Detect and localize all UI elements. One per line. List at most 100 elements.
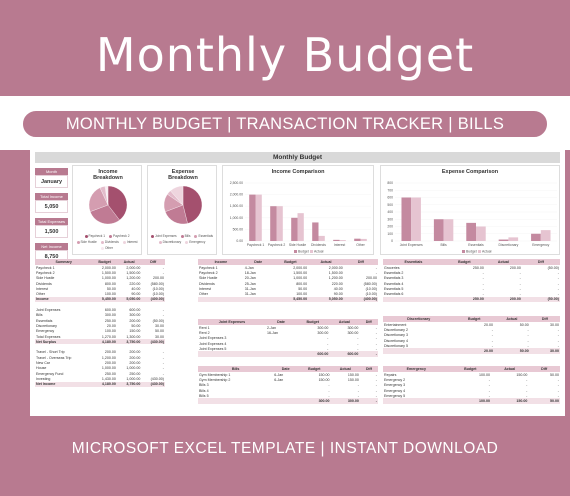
table-cell[interactable]: 2,000.00 — [328, 265, 343, 270]
table-cell[interactable]: 150.00 — [318, 377, 330, 382]
table-cell[interactable]: Joint Expenses 5 — [199, 346, 227, 351]
table-cell[interactable]: (50.00) — [521, 296, 560, 303]
table-cell[interactable]: New Car — [36, 360, 50, 365]
table-cell[interactable]: 1,200.00 — [328, 276, 343, 281]
table-cell[interactable]: - — [519, 292, 521, 297]
table-cell[interactable]: - — [526, 377, 528, 382]
table-cell[interactable]: 30.00 — [529, 348, 560, 354]
table-cell[interactable]: Emergency 3 — [384, 383, 406, 388]
table-cell[interactable]: 300.00 — [347, 325, 359, 330]
table-cell[interactable] — [383, 398, 450, 404]
table-cell[interactable]: - — [527, 343, 529, 348]
table-cell[interactable]: - — [482, 276, 484, 281]
table-cell[interactable]: Side Hustle — [199, 276, 218, 281]
table-cell[interactable]: Paycheck 2 — [199, 270, 218, 275]
table-cell[interactable]: Bills — [36, 313, 43, 318]
table-cell[interactable]: 1,430.00 — [101, 376, 116, 381]
table-cell[interactable]: 300.00 — [347, 330, 359, 335]
table-cell[interactable]: Essentials 5 — [384, 286, 404, 291]
table-cell[interactable]: - — [162, 350, 164, 355]
table-cell[interactable]: Joint Expenses 3 — [199, 336, 227, 341]
table-cell[interactable]: - — [482, 281, 484, 286]
table-cell[interactable]: - — [375, 372, 377, 377]
table-cell[interactable]: Total Expenses — [36, 334, 61, 339]
table-cell[interactable]: Bills 5 — [199, 393, 209, 398]
table-cell[interactable]: 1,500.00 — [126, 270, 141, 275]
table-cell[interactable]: 40.00 — [131, 286, 141, 291]
table-cell[interactable]: 200.00 — [129, 318, 141, 323]
table-cell[interactable]: - — [328, 383, 330, 388]
kpi-value[interactable]: January — [35, 175, 68, 188]
table-cell[interactable]: Other — [36, 292, 45, 297]
table-cell[interactable]: Discretionary 5 — [384, 343, 408, 348]
table-cell[interactable]: 50.00 — [298, 286, 308, 291]
table-cell[interactable]: 200.00 — [104, 350, 116, 355]
table-cell[interactable]: 20.00 — [106, 323, 116, 328]
table-cell[interactable]: - — [357, 336, 359, 341]
table-cell[interactable]: Repairs — [384, 372, 397, 377]
table-cell[interactable]: 150.00 — [491, 398, 529, 404]
table-cell[interactable]: - — [375, 377, 377, 382]
table-cell[interactable]: - — [519, 281, 521, 286]
table-cell[interactable]: (400.00) — [141, 296, 165, 303]
table-cell[interactable]: Entertainment — [384, 322, 407, 327]
table-cell[interactable]: Groceries — [384, 265, 400, 270]
table-cell[interactable]: - — [357, 341, 359, 346]
table-cell[interactable]: 200.00 — [484, 296, 522, 303]
table-cell[interactable]: - — [482, 270, 484, 275]
table-cell[interactable]: 150.00 — [347, 377, 359, 382]
table-cell[interactable]: - — [557, 270, 559, 275]
table-cell[interactable]: 100.00 — [449, 398, 491, 404]
table-cell[interactable]: 40.00 — [333, 286, 343, 291]
table-cell[interactable]: 1,200.00 — [126, 276, 141, 281]
table-cell[interactable]: 50.00 — [528, 398, 560, 404]
table-cell[interactable]: 90.00 — [333, 292, 343, 297]
table-cell[interactable]: 5,050.00 — [308, 296, 344, 303]
table-cell[interactable]: - — [375, 330, 377, 335]
table-cell[interactable]: - — [491, 327, 493, 332]
table-cell[interactable]: 250.00 — [104, 371, 116, 376]
table-cell[interactable]: - — [375, 270, 377, 275]
table-cell[interactable]: Side Hustle — [36, 276, 55, 281]
table-cell[interactable]: 2,000.00 — [293, 265, 308, 270]
table-cell[interactable]: 4,180.00 — [92, 339, 117, 345]
table-cell[interactable]: 1,000.00 — [101, 276, 116, 281]
table-cell[interactable]: 50.00 — [519, 322, 529, 327]
table-cell[interactable]: - — [162, 308, 164, 313]
table-cell[interactable]: Emergency 2 — [384, 377, 406, 382]
table-cell[interactable]: (580.00) — [363, 281, 377, 286]
table-cell[interactable]: (430.00) — [141, 339, 165, 345]
table-cell[interactable]: 1,000.00 — [126, 366, 141, 371]
table-cell[interactable]: - — [557, 327, 559, 332]
table-cell[interactable]: 50.00 — [106, 286, 116, 291]
table-cell[interactable]: 4,180.00 — [92, 381, 117, 387]
table-cell[interactable]: 150.00 — [347, 372, 359, 377]
table-cell[interactable]: - — [375, 341, 377, 346]
table-cell[interactable]: 16-Jan — [266, 330, 278, 335]
table-cell[interactable]: - — [527, 333, 529, 338]
table-cell[interactable]: House — [36, 366, 47, 371]
table-cell[interactable]: Joint Expenses — [36, 308, 61, 313]
table-cell[interactable]: - — [488, 393, 490, 398]
table-cell[interactable]: Paycheck 2 — [36, 270, 55, 275]
table-cell[interactable]: 300.00 — [104, 313, 116, 318]
table-cell[interactable]: Bills 3 — [199, 383, 209, 388]
table-cell[interactable]: 200.00 — [129, 355, 141, 360]
table-cell[interactable]: 220.00 — [331, 281, 343, 286]
table-cell[interactable]: 1,000.00 — [293, 276, 308, 281]
table-cell[interactable]: Interest — [36, 286, 48, 291]
table-cell[interactable]: 6-Jan — [274, 377, 284, 382]
table-cell[interactable]: - — [375, 336, 377, 341]
table-cell[interactable]: 300.00 — [129, 313, 141, 318]
table-cell[interactable]: 31-Jan — [244, 286, 256, 291]
table-cell[interactable] — [198, 398, 274, 404]
table-cell[interactable]: 200.00 — [366, 276, 377, 281]
table-cell[interactable]: - — [491, 338, 493, 343]
table-cell[interactable]: - — [328, 393, 330, 398]
table-cell[interactable]: 200.00 — [153, 276, 164, 281]
table-cell[interactable]: - — [357, 346, 359, 351]
table-cell[interactable]: 90.00 — [131, 292, 141, 297]
table-cell[interactable]: - — [327, 341, 329, 346]
table-cell[interactable]: - — [526, 393, 528, 398]
table-cell[interactable]: - — [162, 355, 164, 360]
